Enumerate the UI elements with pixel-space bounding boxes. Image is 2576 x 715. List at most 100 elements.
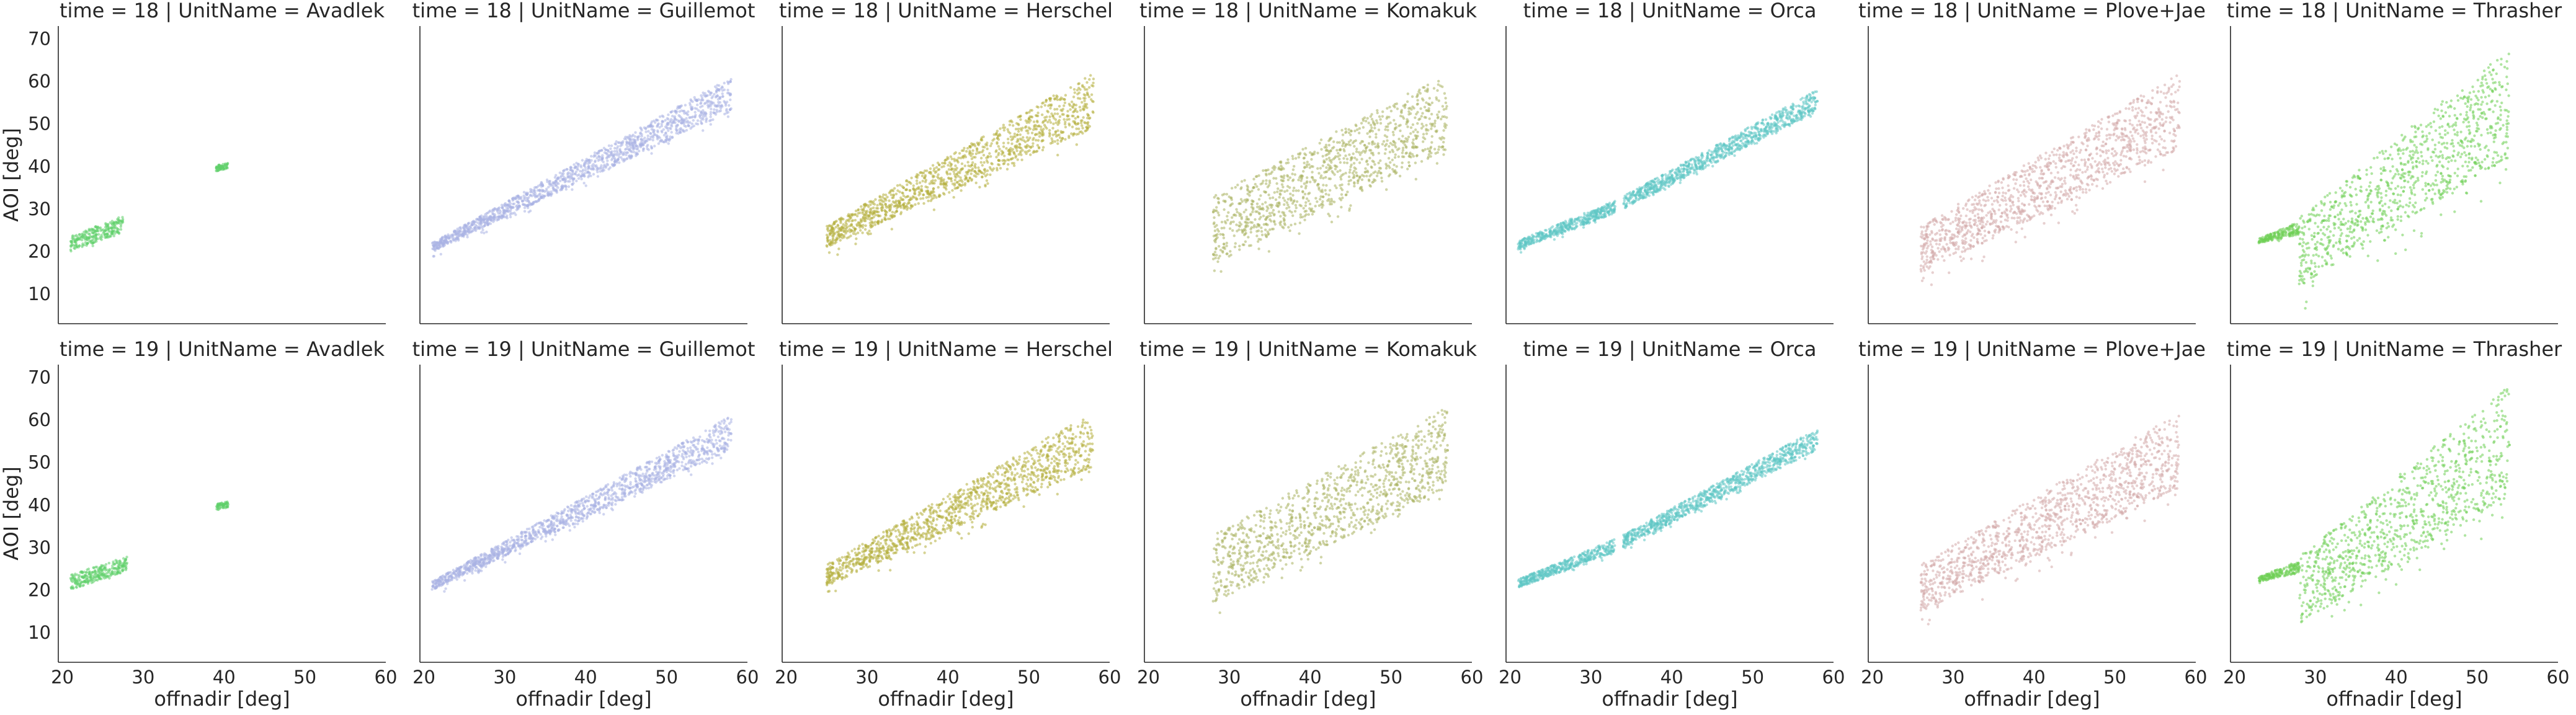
scatter-point xyxy=(1276,190,1279,193)
scatter-point xyxy=(899,196,902,200)
scatter-point xyxy=(845,226,848,230)
scatter-point xyxy=(880,207,883,210)
scatter-point xyxy=(1435,129,1438,132)
scatter-point xyxy=(1077,132,1080,136)
scatter-point xyxy=(943,161,946,165)
scatter-point xyxy=(1266,230,1270,233)
scatter-point xyxy=(892,193,895,197)
scatter-point xyxy=(87,229,91,233)
scatter-point xyxy=(1358,153,1362,156)
scatter-point xyxy=(1293,199,1296,202)
scatter-point xyxy=(1400,166,1404,169)
scatter-point xyxy=(658,126,661,129)
scatter-point xyxy=(1555,233,1558,236)
scatter-point xyxy=(1368,156,1371,160)
scatter-point xyxy=(1608,203,1611,207)
scatter-point xyxy=(1591,215,1595,218)
scatter-point xyxy=(1523,246,1526,249)
scatter-point xyxy=(829,244,832,247)
scatter-point xyxy=(868,211,871,214)
scatter-point xyxy=(1406,125,1409,128)
scatter-point xyxy=(1526,237,1529,240)
scatter-point xyxy=(933,167,936,170)
scatter-point xyxy=(1319,198,1322,201)
scatter-point xyxy=(1240,180,1244,183)
scatter-point xyxy=(1612,208,1615,211)
scatter-point xyxy=(716,94,720,98)
scatter-point xyxy=(706,106,710,109)
scatter-point xyxy=(1344,172,1347,175)
scatter-point xyxy=(1041,139,1044,142)
scatter-point xyxy=(705,120,708,123)
scatter-point xyxy=(894,204,897,208)
scatter-point xyxy=(868,229,871,233)
scatter-point xyxy=(683,119,687,122)
scatter-point xyxy=(989,144,992,148)
scatter-point xyxy=(1371,130,1375,133)
scatter-point xyxy=(1365,174,1368,178)
scatter-point xyxy=(640,135,643,138)
scatter-point xyxy=(594,154,597,158)
scatter-point xyxy=(1376,142,1379,145)
scatter-point xyxy=(484,222,487,225)
scatter-point xyxy=(1551,225,1554,228)
scatter-point xyxy=(1407,135,1411,139)
scatter-point xyxy=(1327,143,1330,147)
scatter-point xyxy=(934,179,937,182)
scatter-point xyxy=(660,122,663,125)
scatter-point xyxy=(496,219,499,222)
scatter-point xyxy=(1569,219,1572,222)
scatter-point xyxy=(1299,151,1302,155)
scatter-point xyxy=(555,180,558,183)
scatter-point xyxy=(1442,141,1445,144)
scatter-point xyxy=(719,87,723,91)
scatter-point xyxy=(1271,196,1275,199)
scatter-point xyxy=(961,180,964,184)
scatter-point xyxy=(1072,88,1076,91)
scatter-point xyxy=(960,167,963,171)
scatter-point xyxy=(970,164,974,167)
scatter-point xyxy=(923,176,926,180)
scatter-point xyxy=(569,174,572,178)
scatter-point xyxy=(866,203,870,207)
scatter-point xyxy=(826,224,829,228)
scatter-point xyxy=(1349,204,1352,207)
scatter-point xyxy=(1053,108,1056,111)
scatter-point xyxy=(1092,100,1095,104)
scatter-point xyxy=(1342,141,1345,144)
scatter-point xyxy=(1014,145,1017,149)
scatter-point xyxy=(1310,158,1313,161)
scatter-point xyxy=(80,236,84,239)
scatter-point xyxy=(894,192,898,195)
scatter-point xyxy=(888,203,891,207)
scatter-point xyxy=(119,225,122,228)
panel-title: time = 18 | UnitName = Guillemot xyxy=(412,0,755,22)
scatter-point xyxy=(511,198,514,202)
scatter-point xyxy=(1306,161,1309,164)
scatter-point xyxy=(1018,143,1021,146)
scatter-point xyxy=(1229,203,1232,207)
scatter-point xyxy=(884,197,887,200)
scatter-point xyxy=(1298,221,1302,224)
scatter-point xyxy=(1084,94,1087,97)
scatter-point xyxy=(831,227,834,231)
scatter-point xyxy=(979,156,983,160)
scatter-point xyxy=(1336,155,1340,158)
scatter-point xyxy=(1572,226,1575,230)
scatter-point xyxy=(1273,220,1276,223)
scatter-point xyxy=(1092,81,1095,84)
scatter-point xyxy=(685,117,688,120)
scatter-point xyxy=(1401,149,1405,152)
scatter-point xyxy=(1559,221,1563,225)
scatter-point xyxy=(846,229,850,233)
scatter-point xyxy=(888,209,891,212)
scatter-point xyxy=(1082,97,1085,100)
scatter-point xyxy=(1414,128,1417,131)
scatter-point xyxy=(465,225,468,229)
scatter-point xyxy=(1353,182,1356,185)
scatter-point xyxy=(702,129,705,132)
scatter-point xyxy=(626,145,629,148)
scatter-point xyxy=(590,159,593,162)
scatter-point xyxy=(555,190,558,193)
scatter-point xyxy=(1359,186,1362,189)
